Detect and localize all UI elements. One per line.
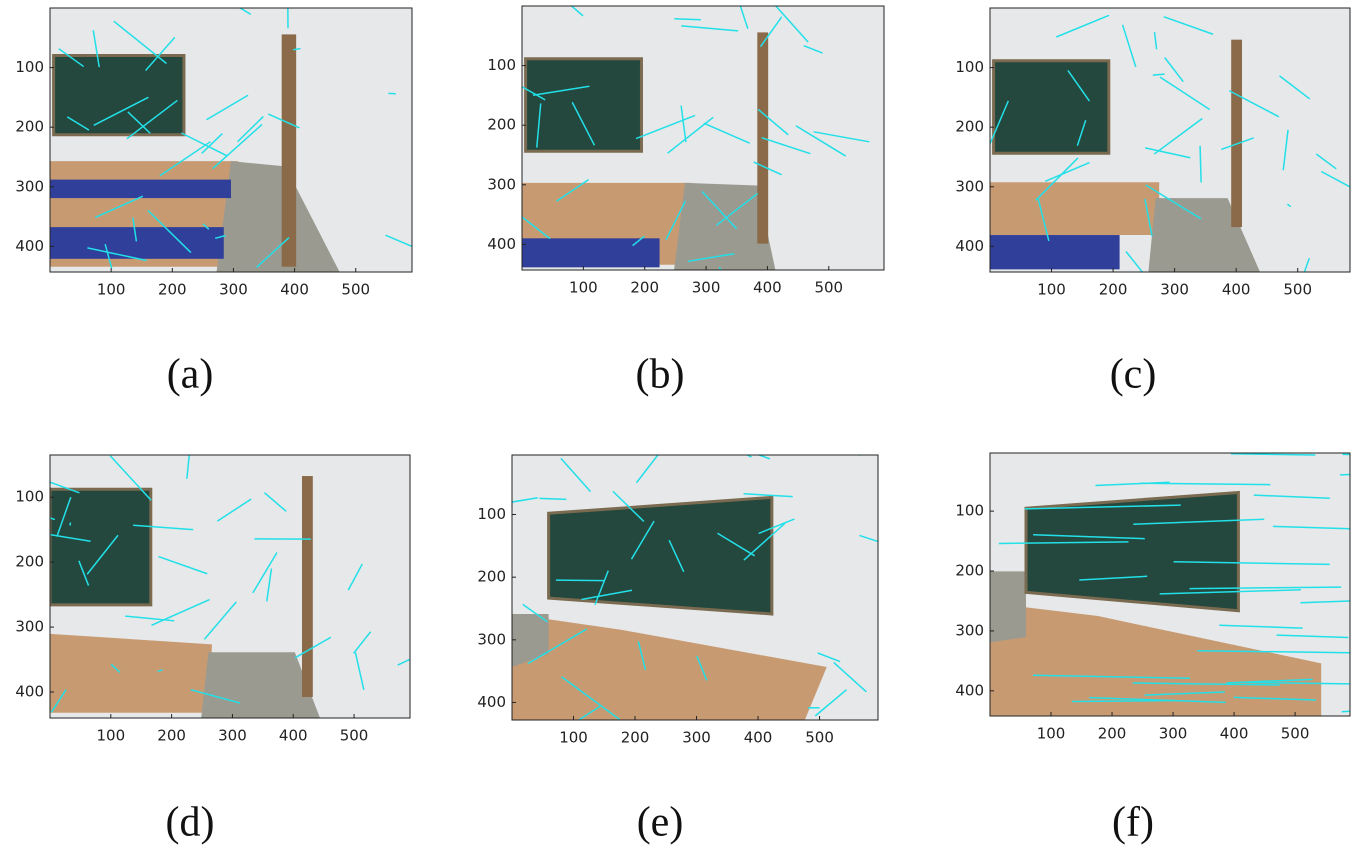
x-tick-label: 100 <box>97 281 126 299</box>
motion-vector <box>719 267 735 297</box>
y-tick-label: 300 <box>955 621 984 639</box>
y-tick-label: 100 <box>15 58 44 76</box>
x-tick-label: 400 <box>1220 725 1249 743</box>
y-tick-label: 300 <box>487 175 516 193</box>
x-tick-label: 400 <box>279 727 308 745</box>
x-tick-label: 400 <box>280 281 309 299</box>
y-tick-label: 300 <box>15 618 44 636</box>
x-tick-label: 300 <box>682 729 711 747</box>
x-tick-label: 100 <box>1037 281 1066 299</box>
x-tick-label: 200 <box>157 727 186 745</box>
y-tick-label: 200 <box>477 568 506 586</box>
motion-vector <box>985 92 990 137</box>
door-frame <box>282 34 296 266</box>
y-tick-label: 200 <box>955 118 984 136</box>
x-tick-label: 300 <box>692 279 721 297</box>
chair <box>990 235 1120 269</box>
panel: 100 200 300 400 500 100 200 300 400 (f) <box>955 453 1360 846</box>
desk <box>50 634 212 713</box>
panel-caption: (b) <box>636 352 685 398</box>
y-tick-label: 100 <box>477 505 506 523</box>
x-tick-label: 100 <box>559 729 588 747</box>
x-tick-label: 400 <box>744 729 773 747</box>
x-tick-label: 200 <box>1099 281 1128 299</box>
panel-caption: (f) <box>1112 800 1154 846</box>
motion-vector <box>1200 146 1201 183</box>
floor <box>990 571 1026 642</box>
blackboard <box>50 489 151 605</box>
desk <box>990 182 1159 235</box>
motion-vector <box>9 504 54 520</box>
y-tick-label: 400 <box>477 693 506 711</box>
y-tick-label: 100 <box>487 56 516 74</box>
y-tick-label: 400 <box>15 237 44 255</box>
panel-caption: (e) <box>637 800 684 846</box>
y-tick-label: 300 <box>477 630 506 648</box>
blackboard <box>54 56 184 135</box>
x-tick-label: 300 <box>219 281 248 299</box>
x-tick-label: 500 <box>1283 281 1312 299</box>
x-tick-label: 500 <box>805 729 834 747</box>
x-tick-label: 100 <box>1037 725 1066 743</box>
x-tick-label: 300 <box>1159 725 1188 743</box>
y-tick-label: 400 <box>955 237 984 255</box>
blackboard <box>526 59 642 151</box>
door-frame <box>302 476 313 697</box>
x-tick-label: 100 <box>569 279 598 297</box>
motion-vector <box>539 498 566 499</box>
y-tick-label: 100 <box>955 502 984 520</box>
blackboard <box>549 497 772 614</box>
panel-caption: (d) <box>166 800 215 846</box>
panel-caption: (a) <box>167 352 214 398</box>
panel: 100 200 300 400 500 100 200 300 400 (a) <box>15 2 415 398</box>
motion-vector <box>694 428 752 457</box>
x-tick-label: 200 <box>158 281 187 299</box>
x-tick-label: 100 <box>96 727 125 745</box>
x-tick-label: 200 <box>630 279 659 297</box>
x-tick-label: 500 <box>341 281 370 299</box>
x-tick-label: 500 <box>814 279 843 297</box>
panel: 100 200 300 400 500 100 200 300 400 (d) <box>9 455 449 846</box>
photo <box>985 8 1356 298</box>
motion-vector <box>674 19 700 20</box>
y-tick-label: 200 <box>15 118 44 136</box>
photo <box>990 453 1360 716</box>
panel-caption: (c) <box>1110 352 1157 398</box>
panel: 100 200 300 400 500 100 200 300 400 (c) <box>955 8 1356 398</box>
photo <box>489 428 905 726</box>
y-tick-label: 400 <box>955 681 984 699</box>
x-tick-label: 500 <box>340 727 369 745</box>
x-tick-label: 400 <box>753 279 782 297</box>
y-tick-label: 200 <box>15 553 44 571</box>
chair <box>522 238 660 267</box>
x-tick-label: 300 <box>218 727 247 745</box>
chair <box>50 227 224 259</box>
motion-vector <box>1153 74 1165 75</box>
x-tick-label: 500 <box>1281 725 1310 743</box>
x-tick-label: 300 <box>1160 281 1189 299</box>
y-tick-label: 100 <box>15 488 44 506</box>
y-tick-label: 100 <box>955 58 984 76</box>
x-tick-label: 400 <box>1222 281 1251 299</box>
panel: 100 200 300 400 500 100 200 300 400 (b) <box>487 0 884 398</box>
panel: 100 200 300 400 500 100 200 300 400 (e) <box>477 428 905 845</box>
photo <box>50 2 415 272</box>
y-tick-label: 400 <box>487 235 516 253</box>
y-tick-label: 300 <box>955 177 984 195</box>
y-tick-label: 200 <box>955 562 984 580</box>
y-tick-label: 200 <box>487 116 516 134</box>
blackboard <box>994 61 1109 153</box>
x-tick-label: 200 <box>621 729 650 747</box>
photo <box>9 455 449 718</box>
x-tick-label: 200 <box>1098 725 1127 743</box>
photo <box>500 0 884 297</box>
chair <box>50 180 231 198</box>
y-tick-label: 400 <box>15 683 44 701</box>
motion-vector <box>838 439 860 456</box>
door-frame <box>1231 40 1242 227</box>
figure: 100 200 300 400 500 100 200 300 400 (a) 100 200 300 4… <box>0 0 1360 857</box>
y-tick-label: 300 <box>15 177 44 195</box>
